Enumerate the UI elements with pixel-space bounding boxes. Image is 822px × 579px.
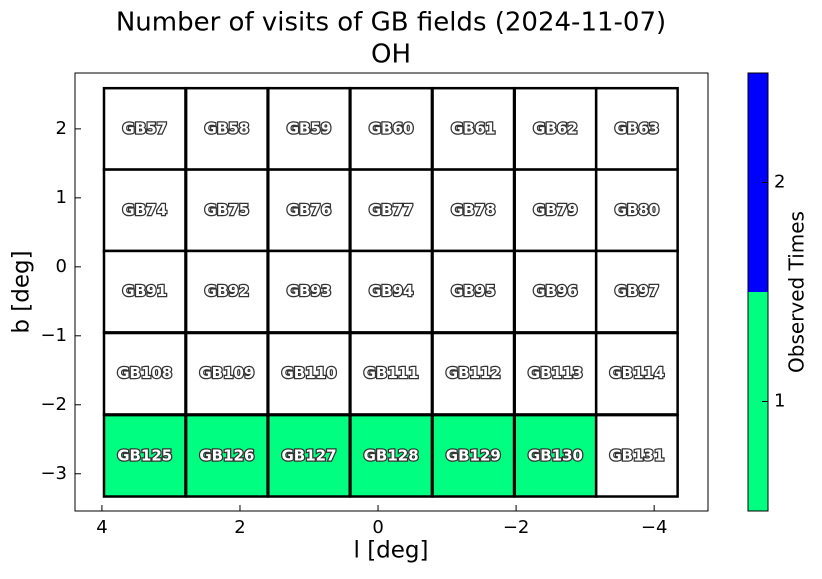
field-label: GB128 [364, 446, 419, 464]
field-cell [184, 413, 269, 498]
field-cell [267, 413, 351, 498]
field-label: GB58 [205, 119, 250, 137]
y-tick-label: −2 [40, 394, 67, 415]
field-cell [513, 249, 598, 334]
field-label: GB97 [615, 282, 660, 300]
field-cell [594, 413, 679, 498]
field-cell [267, 249, 351, 334]
field-label: GB129 [446, 446, 501, 464]
field-label: GB92 [205, 282, 250, 300]
field-label: GB75 [205, 201, 250, 219]
x-tick-label: −2 [503, 517, 530, 538]
y-tick-label: −1 [40, 325, 67, 346]
field-cell [431, 168, 516, 253]
field-cell [513, 331, 598, 416]
colorbar-frame [747, 72, 769, 512]
field-cell [102, 249, 187, 334]
field-cell [184, 249, 269, 334]
field-label: GB77 [369, 201, 414, 219]
x-tick-label: −4 [641, 517, 668, 538]
chart-title: Number of visits of GB fields (2024-11-0… [116, 8, 666, 38]
field-label: GB62 [533, 119, 578, 137]
field-cell [102, 331, 187, 416]
x-tick-label: 2 [234, 517, 245, 538]
field-label: GB91 [122, 282, 167, 300]
field-label: GB79 [533, 201, 578, 219]
field-label: GB114 [609, 364, 664, 382]
field-label: GB80 [615, 201, 660, 219]
field-cell [102, 168, 187, 253]
chart-subtitle: OH [371, 40, 411, 70]
field-cell [594, 168, 679, 253]
colorbar-segment [748, 292, 768, 511]
field-label: GB111 [364, 364, 419, 382]
x-tick-label: 0 [372, 517, 383, 538]
field-label: GB125 [117, 446, 172, 464]
field-cell [513, 86, 598, 171]
field-label: GB96 [533, 282, 578, 300]
field-label: GB76 [287, 201, 332, 219]
field-label: GB59 [287, 119, 332, 137]
colorbar-tick-label: 2 [774, 172, 785, 193]
colorbar-label: Observed Times [785, 211, 809, 373]
field-cell [184, 331, 269, 416]
field-label: GB63 [615, 119, 660, 137]
field-label: GB131 [609, 446, 664, 464]
field-label: GB61 [451, 119, 496, 137]
field-label: GB109 [199, 364, 254, 382]
field-label: GB94 [369, 282, 414, 300]
x-axis-label: l [deg] [354, 538, 429, 564]
field-label: GB108 [117, 364, 172, 382]
field-cell [349, 168, 434, 253]
y-tick-label: 2 [56, 118, 67, 139]
y-tick-label: 0 [56, 256, 67, 277]
y-tick-label: 1 [56, 187, 67, 208]
y-axis-label: b [deg] [9, 250, 35, 333]
field-label: GB110 [281, 364, 336, 382]
field-label: GB78 [451, 201, 496, 219]
colorbar-tick-label: 1 [774, 391, 785, 412]
field-label: GB57 [122, 119, 167, 137]
field-label: GB74 [122, 201, 167, 219]
field-label: GB93 [287, 282, 332, 300]
field-cell [349, 86, 434, 171]
field-cell [349, 413, 434, 498]
field-cell [184, 168, 269, 253]
colorbar-segment [748, 73, 768, 292]
field-label: GB127 [281, 446, 336, 464]
field-label: GB126 [199, 446, 254, 464]
field-label: GB60 [369, 119, 414, 137]
field-cell [594, 86, 679, 171]
field-label: GB130 [528, 446, 583, 464]
field-label: GB112 [446, 364, 501, 382]
plot-area [74, 72, 709, 512]
x-tick-label: 4 [96, 517, 107, 538]
field-label: GB95 [451, 282, 496, 300]
y-tick-label: −3 [40, 463, 67, 484]
field-cell [431, 331, 516, 416]
field-cell [102, 413, 187, 498]
field-label: GB113 [528, 364, 583, 382]
